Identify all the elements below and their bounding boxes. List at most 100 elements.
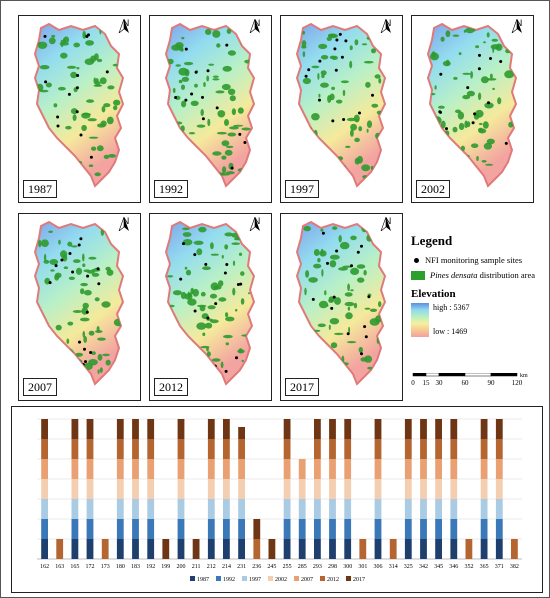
- sample-site-dot: [77, 243, 81, 247]
- scale-tick-label: 30: [436, 379, 444, 387]
- sample-site-dot: [201, 117, 205, 121]
- bar-segment-2017-255: [283, 419, 291, 439]
- sample-site-dot-icon: [414, 257, 419, 263]
- sample-site-dot: [89, 155, 93, 159]
- sample-site-dot: [364, 335, 368, 339]
- sample-site-dot: [186, 350, 190, 354]
- legend-item-sample-sites: NFI monitoring sample sites: [411, 255, 547, 265]
- sample-site-dot: [358, 111, 361, 115]
- x-tick-label: 298: [328, 564, 337, 570]
- sample-site-dot: [230, 166, 234, 170]
- bar-segment-2007-306: [374, 459, 382, 479]
- x-tick-label: 352: [465, 564, 474, 570]
- sample-site-dot: [193, 359, 197, 363]
- sample-site-dot: [182, 242, 185, 246]
- bar-segment-2017-200: [177, 419, 185, 439]
- bar-segment-1997-325: [404, 499, 412, 519]
- sample-site-dot: [445, 127, 448, 131]
- sample-site-dot: [307, 68, 311, 72]
- bar-segment-1987-300: [344, 539, 352, 559]
- x-tick-label: 192: [146, 564, 155, 570]
- bar-segment-1997-255: [283, 499, 291, 519]
- bar-segment-1987-371: [495, 539, 503, 559]
- bar-segment-2017-325: [404, 419, 412, 439]
- x-tick-label: 245: [267, 564, 276, 570]
- legend-swatch-1997: [242, 576, 247, 581]
- sample-site-dot: [326, 261, 329, 265]
- bar-segment-2007-293: [314, 459, 321, 479]
- bar-segment-2017-346: [450, 419, 458, 439]
- bar-segment-1992-180: [116, 519, 124, 539]
- stacked-bar-chart: 162 163 165 172 173 180 183 192 199 200 211 212 214 2…: [11, 406, 543, 593]
- bar-segment-1992-172: [86, 519, 94, 539]
- bar-segment-2007-371: [495, 459, 503, 479]
- x-tick-label: 165: [70, 564, 79, 570]
- x-tick-label: 365: [480, 564, 489, 570]
- sample-site-dot: [363, 325, 367, 329]
- bar-segment-2017-192: [147, 419, 155, 439]
- bar-segment-1992-231: [238, 519, 245, 539]
- sample-site-dot: [504, 141, 508, 145]
- bar-segment-2007-298: [329, 459, 336, 479]
- bar-segment-1992-342: [420, 519, 427, 539]
- bar-segment-2002-192: [147, 479, 155, 499]
- bar-segment-2007-325: [404, 459, 412, 479]
- legend-label-2007: 2007: [301, 577, 313, 583]
- legend-swatch-2002: [268, 576, 273, 581]
- sample-site-dot: [184, 98, 188, 102]
- sample-site-dot: [193, 309, 197, 313]
- legend-label-2017: 2017: [353, 577, 365, 583]
- sample-site-dot: [67, 92, 71, 96]
- bar-segment-2012-301: [359, 539, 367, 559]
- bar-segment-2002-371: [495, 479, 503, 499]
- sample-site-dot: [471, 121, 475, 125]
- map-graphic: [33, 22, 125, 188]
- map-graphic: [426, 22, 518, 188]
- bar-segment-1997-165: [71, 499, 79, 519]
- sample-site-dot: [75, 86, 79, 90]
- sample-site-dot: [105, 70, 109, 74]
- x-tick-label: 306: [374, 564, 383, 570]
- bar-segment-2017-162: [41, 419, 48, 439]
- x-tick-label: 255: [283, 564, 292, 570]
- sample-site-dot: [333, 166, 337, 169]
- bar-segment-2017-231: [238, 427, 245, 439]
- bar-segment-1987-346: [450, 539, 458, 559]
- bar-segment-2007-162: [41, 459, 48, 479]
- bar-segment-2012-342: [420, 439, 427, 459]
- sample-site-dot: [466, 86, 470, 90]
- legend-label: Pines densata distribution area: [430, 270, 535, 280]
- sample-site-dot: [192, 163, 196, 167]
- sample-site-dot: [190, 92, 194, 96]
- sample-site-dot: [489, 57, 492, 60]
- sample-site-dot: [56, 124, 60, 128]
- bar-segment-2002-298: [329, 479, 336, 499]
- legend-label: NFI monitoring sample sites: [425, 255, 523, 265]
- sample-site-dot: [71, 162, 75, 166]
- sample-site-dot: [68, 252, 72, 255]
- bar-segment-1992-165: [71, 519, 79, 539]
- bar-segment-1992-365: [480, 519, 488, 539]
- sample-site-dot: [333, 47, 337, 51]
- sample-site-dot: [304, 74, 308, 78]
- chart-graphic: 162 163 165 172 173 180 183 192 199 200 211 212 214 2…: [37, 418, 522, 583]
- bar-segment-1992-293: [314, 519, 321, 539]
- x-tick-label: 300: [343, 564, 352, 570]
- bar-segment-2017-199: [162, 539, 170, 559]
- sample-site-dot: [340, 55, 344, 59]
- north-arrow-icon: N: [249, 19, 265, 33]
- scale-unit: km: [520, 373, 528, 379]
- bar-segment-2002-212: [207, 479, 215, 499]
- bar-segment-1987-342: [420, 539, 427, 559]
- distribution-patches: [429, 27, 516, 180]
- bar-segment-2012-314: [389, 539, 397, 559]
- sample-site-dot: [238, 132, 242, 136]
- bar-segment-2017-172: [86, 419, 94, 439]
- bar-segment-1987-285: [298, 539, 306, 559]
- sample-site-dot: [175, 137, 179, 141]
- bar-segment-2012-200: [177, 439, 185, 459]
- bar-segment-1997-293: [314, 499, 321, 519]
- bar-segment-1992-300: [344, 519, 352, 539]
- sample-site-dot: [51, 136, 55, 140]
